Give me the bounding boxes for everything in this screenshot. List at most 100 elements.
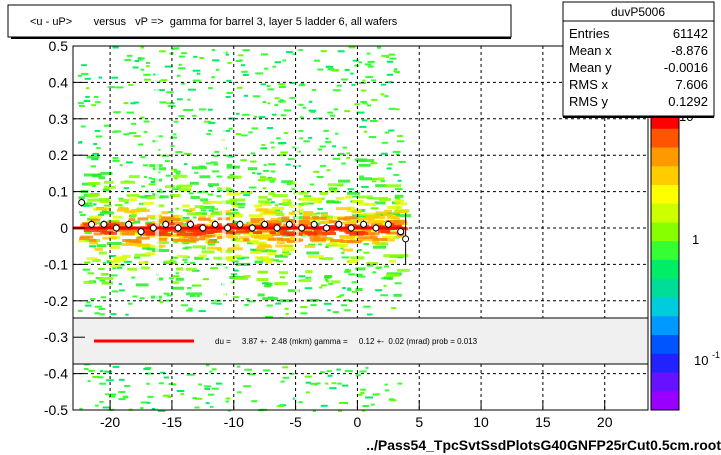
heatmap-cell: [335, 132, 339, 135]
heatmap-cell: [101, 221, 117, 225]
profile-point: [174, 224, 182, 232]
heatmap-cell: [178, 115, 185, 118]
heatmap-cell: [159, 195, 169, 199]
heatmap-cell: [379, 266, 383, 269]
heatmap-cell: [93, 232, 103, 236]
heatmap-cell: [176, 390, 185, 392]
heatmap-cell: [93, 203, 97, 206]
heatmap-cell: [286, 183, 292, 186]
heatmap-cell: [271, 113, 277, 116]
heatmap-cell: [126, 111, 135, 114]
heatmap-cell: [385, 184, 402, 188]
profile-point: [137, 228, 145, 236]
heatmap-cell: [274, 97, 280, 100]
heatmap-cell: [118, 398, 126, 401]
heatmap-cell: [344, 268, 349, 271]
heatmap-cell: [187, 238, 200, 242]
heatmap-cell: [365, 76, 374, 79]
profile-point: [224, 224, 232, 232]
heatmap-cell: [78, 309, 83, 312]
heatmap-cell: [248, 131, 253, 134]
heatmap-cell: [393, 173, 400, 176]
heatmap-cell: [317, 68, 324, 71]
colorbar-segment: [651, 147, 679, 167]
heatmap-cell: [282, 202, 292, 205]
heatmap-cell: [211, 229, 222, 233]
heatmap-cell: [303, 211, 314, 214]
heatmap-cell: [178, 55, 186, 58]
heatmap-cell: [250, 160, 257, 163]
heatmap-cell: [190, 228, 197, 232]
heatmap-cell: [89, 204, 93, 207]
heatmap-cell: [166, 102, 171, 105]
stats-value: -0.0016: [664, 60, 708, 75]
heatmap-cell: [94, 247, 103, 251]
heatmap-cell: [268, 237, 276, 241]
heatmap-cell: [232, 260, 239, 263]
heatmap-cell: [102, 406, 110, 409]
heatmap-cell: [166, 222, 175, 226]
heatmap-cell: [100, 370, 104, 373]
heatmap-cell: [380, 180, 385, 183]
heatmap-cell: [347, 191, 360, 195]
heatmap-cell: [128, 218, 136, 222]
heatmap-cell: [95, 207, 110, 211]
heatmap-cell: [191, 166, 207, 170]
heatmap-cell: [99, 200, 111, 204]
heatmap-cell: [380, 294, 388, 297]
heatmap-cell: [226, 192, 241, 196]
heatmap-cell: [328, 68, 334, 70]
heatmap-cell: [99, 313, 105, 316]
heatmap-cell: [237, 54, 244, 57]
heatmap-cell: [242, 113, 250, 116]
heatmap-cell: [361, 185, 369, 188]
heatmap-cell: [113, 111, 121, 114]
heatmap-cell: [91, 158, 99, 161]
heatmap-cell: [347, 273, 356, 276]
heatmap-cell: [239, 59, 243, 62]
heatmap-cell: [140, 407, 144, 410]
heatmap-cell: [313, 216, 327, 220]
heatmap-cell: [145, 252, 157, 256]
heatmap-cell: [270, 141, 275, 144]
heatmap-cell: [246, 221, 250, 224]
heatmap-cell: [325, 65, 334, 68]
heatmap-cell: [229, 174, 234, 176]
heatmap-cell: [134, 256, 141, 259]
heatmap-cell: [194, 205, 205, 209]
heatmap-cell: [146, 372, 153, 375]
heatmap-cell: [282, 366, 289, 369]
heatmap-cell: [306, 202, 315, 205]
heatmap-cell: [257, 293, 265, 297]
heatmap-cell: [307, 255, 324, 259]
heatmap-cell: [344, 216, 358, 220]
heatmap-cell: [286, 240, 300, 243]
heatmap-cell: [320, 404, 328, 407]
heatmap-cell: [116, 229, 128, 233]
profile-point: [372, 224, 380, 232]
heatmap-cell: [321, 217, 333, 221]
heatmap-cell: [316, 382, 321, 385]
heatmap-cell: [208, 200, 222, 204]
heatmap-cell: [355, 374, 361, 377]
heatmap-cell: [100, 211, 114, 215]
heatmap-cell: [320, 237, 334, 241]
heatmap-cell: [134, 60, 140, 62]
heatmap-cell: [212, 59, 220, 62]
heatmap-cell: [227, 61, 232, 64]
heatmap-cell: [345, 231, 359, 235]
heatmap-cell: [298, 84, 306, 87]
x-axis-title: ../Pass54_TpcSvtSsdPlotsG40GNFP25rCut0.5…: [366, 437, 721, 453]
heatmap-cell: [106, 242, 122, 245]
stats-name: duvP5006: [611, 5, 665, 19]
heatmap-cell: [299, 116, 304, 119]
heatmap-cell: [113, 258, 127, 262]
heatmap-cell: [188, 307, 193, 310]
heatmap-cell: [340, 239, 356, 243]
heatmap-cell: [190, 295, 196, 297]
profile-point: [186, 220, 194, 228]
heatmap-cell: [343, 217, 351, 221]
heatmap-cell: [276, 237, 284, 241]
profile-point: [360, 220, 368, 228]
heatmap-cell: [152, 229, 169, 233]
